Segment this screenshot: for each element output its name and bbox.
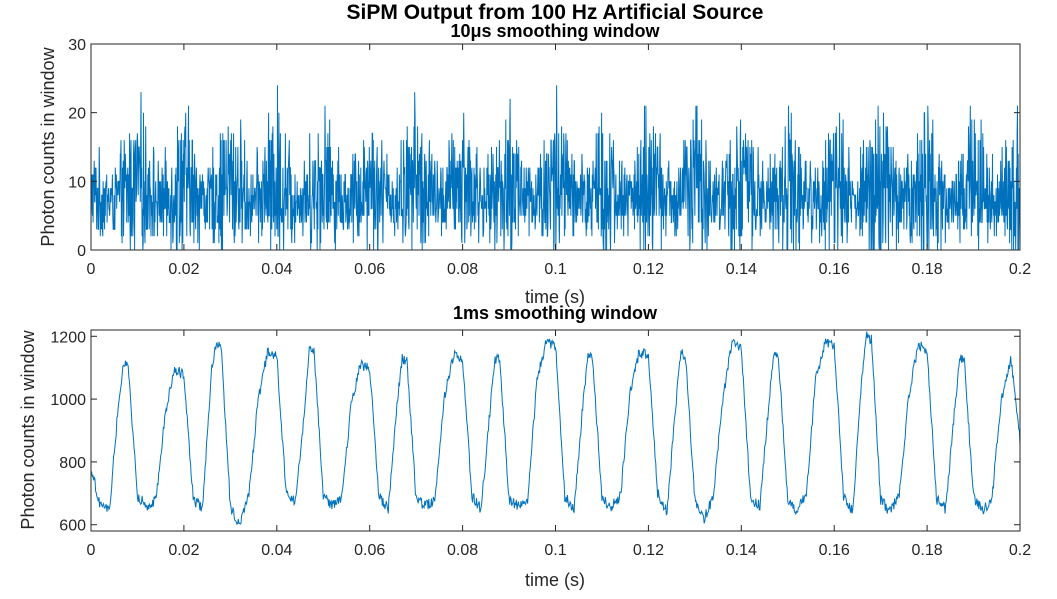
y-tick-label: 1200 [50,329,86,346]
plot-area-top [90,43,1021,251]
x-tick-label: 0 [87,542,96,559]
x-tick-label: 0.1 [544,261,566,278]
x-tick-label: 0.02 [168,542,199,559]
chart-title-top: 10μs smoothing window [450,21,660,41]
y-axis-label-top: Photon counts in window [38,46,58,246]
x-tick-label: 0.06 [354,542,385,559]
y-tick-label: 1000 [50,392,86,409]
x-tick-label: 0.12 [633,542,664,559]
chart-panel-top: 10μs smoothing window 0 0.02 0.04 0.06 0.08 0… [38,21,1031,307]
plot-area-bottom [90,329,1021,532]
x-tick-label: 0.12 [633,261,664,278]
x-tick-label: 0.16 [819,542,850,559]
x-axis-label-top: time (s) [525,287,585,307]
y-tick-label: 20 [68,106,86,123]
y-axis-bottom: 600 800 1000 1200 [50,329,1020,535]
x-tick-label: 0.04 [261,261,292,278]
y-tick-label: 600 [59,518,86,535]
x-tick-label: 0.04 [261,542,292,559]
x-tick-label: 0.1 [544,542,566,559]
chart-title-bottom: 1ms smoothing window [453,303,658,323]
x-tick-label: 0.18 [912,261,943,278]
y-tick-label: 30 [68,37,86,54]
y-tick-label: 10 [68,174,86,191]
x-axis-bottom: 0 0.02 0.04 0.06 0.08 0.1 0.12 0.14 0.16 0.18 0.2 [87,330,1031,559]
y-axis-top: 0 10 20 30 [68,37,1020,260]
y-tick-label: 800 [59,455,86,472]
x-tick-label: 0 [87,261,96,278]
x-tick-label: 0.02 [168,261,199,278]
x-tick-label: 0.2 [1009,261,1031,278]
x-tick-label: 0.08 [447,542,478,559]
y-tick-label: 0 [77,243,86,260]
x-axis-label-bottom: time (s) [525,570,585,590]
x-tick-label: 0.16 [819,261,850,278]
x-tick-label: 0.18 [912,542,943,559]
x-tick-label: 0.06 [354,261,385,278]
x-tick-label: 0.14 [726,542,757,559]
series-line [91,331,1020,526]
figure-title: SiPM Output from 100 Hz Artificial Sourc… [347,1,764,24]
x-tick-label: 0.2 [1009,542,1031,559]
x-tick-label: 0.08 [447,261,478,278]
y-axis-label-bottom: Photon counts in window [18,329,38,529]
chart-panel-bottom: 1ms smoothing window 0 0.02 0.04 0.06 0.08 0.… [18,303,1031,590]
series-line [91,85,1020,250]
x-axis-top: 0 0.02 0.04 0.06 0.08 0.1 0.12 0.14 0.16 0.18 0.2 [87,44,1031,278]
x-tick-label: 0.14 [726,261,757,278]
